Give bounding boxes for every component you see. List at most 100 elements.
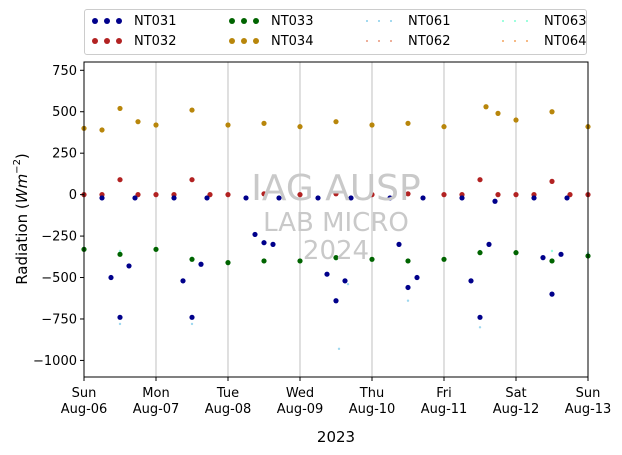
point-NT031	[171, 195, 177, 201]
x-tick-day: Thu	[359, 386, 384, 401]
point-NT031	[405, 284, 411, 291]
legend-label: NT032	[134, 33, 177, 49]
point-NT032	[513, 192, 519, 198]
point-NT031	[132, 195, 138, 201]
point-NT032	[495, 192, 501, 198]
point-NT032	[549, 178, 555, 184]
legend-label: NT063	[544, 13, 587, 29]
point-NT033	[117, 251, 123, 257]
legend-marker	[500, 17, 536, 25]
point-NT031	[252, 231, 258, 238]
point-NT031	[108, 274, 114, 281]
point-NT033	[513, 250, 519, 256]
point-NT032	[333, 191, 339, 197]
y-tick-label: 750	[52, 64, 77, 79]
point-NT032	[261, 191, 267, 197]
x-tick-label: Aug-10	[349, 402, 396, 417]
legend-marker	[90, 37, 126, 45]
point-NT031	[324, 271, 330, 277]
plot-background	[84, 62, 588, 377]
x-tick-day: Sun	[72, 386, 97, 401]
y-tick-label: 250	[52, 147, 77, 162]
legend-label: NT031	[134, 13, 177, 29]
point-NT031	[486, 241, 492, 247]
point-NT033	[297, 258, 303, 264]
x-tick-label: Aug-13	[565, 402, 612, 417]
point-NT031	[342, 278, 348, 284]
point-NT034	[405, 120, 411, 126]
legend-marker	[227, 17, 263, 25]
point-NT033	[189, 256, 195, 262]
point-NT033	[477, 250, 483, 256]
point-NT032	[567, 192, 573, 198]
series-NT034	[81, 104, 591, 133]
point-NT034	[513, 117, 519, 123]
point-NT061	[337, 347, 341, 351]
point-NT032	[207, 192, 213, 198]
point-NT032	[477, 177, 483, 183]
point-NT032	[189, 177, 195, 183]
legend-marker	[364, 17, 400, 25]
x-tick-label: Aug-07	[133, 402, 180, 417]
point-NT031	[459, 195, 465, 201]
point-NT031	[126, 263, 132, 269]
legend-item-NT062: NT062	[364, 32, 450, 50]
point-NT034	[189, 107, 195, 113]
point-NT033	[261, 258, 267, 264]
x-tick-day: Fri	[436, 386, 452, 401]
point-NT063	[550, 249, 554, 253]
point-NT032	[153, 192, 159, 198]
legend-label: NT034	[271, 33, 314, 49]
y-tick-label: 0	[69, 188, 77, 203]
point-NT031	[540, 255, 546, 261]
point-NT032	[135, 192, 141, 198]
point-NT031	[348, 195, 354, 201]
point-NT034	[441, 124, 447, 130]
point-NT033	[225, 260, 231, 266]
watermark-line-3: 2024	[302, 236, 370, 266]
legend-label: NT064	[544, 33, 587, 49]
point-NT061	[406, 299, 410, 302]
legend-marker	[500, 37, 536, 45]
legend-item-NT064: NT064	[500, 32, 586, 50]
legend-item-NT061: NT061	[364, 12, 450, 30]
legend-marker	[227, 37, 263, 45]
x-tick-label: Aug-09	[277, 402, 324, 417]
x-tick-label: Aug-06	[61, 402, 108, 417]
point-NT032	[369, 192, 375, 198]
x-tick-day: Mon	[142, 386, 169, 401]
legend-item-NT032: NT032	[90, 32, 176, 50]
point-NT034	[483, 104, 489, 110]
point-NT061	[190, 322, 194, 326]
y-tick-label: −750	[41, 312, 77, 327]
x-tick-label: Aug-11	[421, 402, 468, 417]
point-NT063	[118, 249, 122, 253]
point-NT031	[468, 278, 474, 284]
legend-item-NT034: NT034	[227, 32, 313, 50]
point-NT031	[564, 195, 570, 201]
point-NT031	[333, 298, 339, 304]
point-NT031	[396, 241, 402, 247]
y-axis-label: Radiation (Wm−2)	[12, 153, 31, 285]
point-NT034	[333, 119, 339, 125]
point-NT031	[204, 195, 210, 201]
point-NT034	[99, 127, 105, 133]
legend-item-NT063: NT063	[500, 12, 586, 30]
point-NT033	[153, 246, 159, 252]
point-NT031	[420, 195, 426, 201]
point-NT032	[297, 192, 303, 198]
point-NT033	[369, 256, 375, 262]
series-NT032	[81, 177, 591, 198]
point-NT031	[315, 195, 321, 201]
x-tick-day: Sat	[505, 386, 526, 401]
point-NT034	[153, 122, 159, 128]
point-NT032	[117, 177, 123, 183]
plot-frame	[83, 61, 589, 378]
point-NT032	[225, 192, 231, 198]
point-NT034	[297, 124, 303, 130]
point-NT033	[441, 256, 447, 262]
point-NT031	[180, 278, 186, 284]
point-NT031	[558, 251, 564, 257]
point-NT034	[117, 105, 123, 112]
point-NT031	[243, 195, 249, 201]
